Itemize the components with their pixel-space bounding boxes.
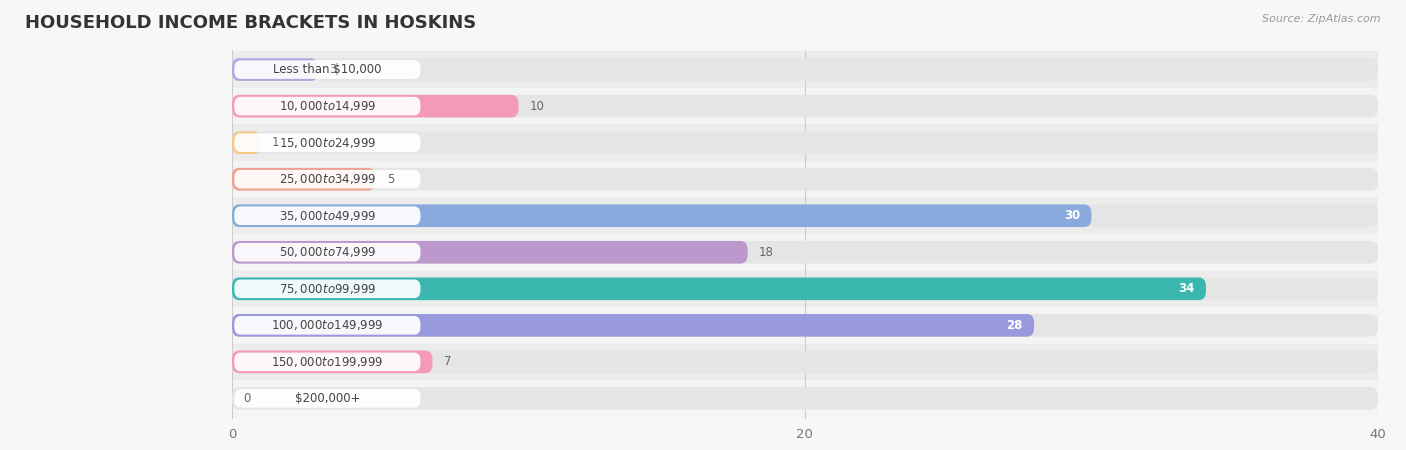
Bar: [232, 124, 1378, 161]
Text: Less than $10,000: Less than $10,000: [273, 63, 381, 76]
FancyBboxPatch shape: [232, 58, 318, 81]
Text: $25,000 to $34,999: $25,000 to $34,999: [278, 172, 377, 186]
Bar: [232, 51, 1378, 88]
Text: 10: 10: [530, 99, 544, 112]
FancyBboxPatch shape: [235, 243, 420, 261]
Text: $75,000 to $99,999: $75,000 to $99,999: [278, 282, 377, 296]
FancyBboxPatch shape: [235, 97, 420, 115]
FancyBboxPatch shape: [232, 168, 1378, 190]
Text: $15,000 to $24,999: $15,000 to $24,999: [278, 135, 377, 150]
Text: $10,000 to $14,999: $10,000 to $14,999: [278, 99, 377, 113]
Bar: [232, 380, 1378, 417]
FancyBboxPatch shape: [232, 351, 1378, 373]
Text: 28: 28: [1007, 319, 1022, 332]
FancyBboxPatch shape: [232, 387, 1378, 410]
Text: 1: 1: [273, 136, 280, 149]
Bar: [232, 198, 1378, 234]
FancyBboxPatch shape: [232, 241, 1378, 264]
Text: $150,000 to $199,999: $150,000 to $199,999: [271, 355, 384, 369]
Bar: [232, 270, 1378, 307]
FancyBboxPatch shape: [235, 279, 420, 298]
Text: 7: 7: [444, 356, 451, 369]
FancyBboxPatch shape: [232, 204, 1091, 227]
Bar: [232, 88, 1378, 124]
Bar: [232, 344, 1378, 380]
FancyBboxPatch shape: [232, 131, 1378, 154]
FancyBboxPatch shape: [232, 314, 1378, 337]
FancyBboxPatch shape: [232, 95, 519, 117]
FancyBboxPatch shape: [235, 170, 420, 189]
FancyBboxPatch shape: [232, 131, 260, 154]
FancyBboxPatch shape: [232, 351, 433, 373]
Text: 34: 34: [1178, 282, 1195, 295]
Text: 3: 3: [329, 63, 337, 76]
Text: $100,000 to $149,999: $100,000 to $149,999: [271, 318, 384, 333]
Text: HOUSEHOLD INCOME BRACKETS IN HOSKINS: HOUSEHOLD INCOME BRACKETS IN HOSKINS: [25, 14, 477, 32]
Text: 30: 30: [1064, 209, 1080, 222]
Bar: [232, 161, 1378, 198]
Text: $35,000 to $49,999: $35,000 to $49,999: [278, 209, 377, 223]
FancyBboxPatch shape: [232, 58, 1378, 81]
Text: Source: ZipAtlas.com: Source: ZipAtlas.com: [1263, 14, 1381, 23]
Text: 5: 5: [387, 173, 394, 186]
FancyBboxPatch shape: [232, 95, 1378, 117]
Bar: [232, 234, 1378, 270]
FancyBboxPatch shape: [235, 353, 420, 371]
FancyBboxPatch shape: [235, 60, 420, 79]
FancyBboxPatch shape: [232, 204, 1378, 227]
FancyBboxPatch shape: [235, 316, 420, 335]
Text: $50,000 to $74,999: $50,000 to $74,999: [278, 245, 377, 259]
FancyBboxPatch shape: [232, 278, 1378, 300]
FancyBboxPatch shape: [235, 389, 420, 408]
FancyBboxPatch shape: [235, 207, 420, 225]
Text: 0: 0: [243, 392, 250, 405]
FancyBboxPatch shape: [232, 314, 1035, 337]
FancyBboxPatch shape: [232, 278, 1206, 300]
FancyBboxPatch shape: [232, 168, 375, 190]
FancyBboxPatch shape: [232, 241, 748, 264]
Text: 18: 18: [759, 246, 773, 259]
Bar: [232, 307, 1378, 344]
Text: $200,000+: $200,000+: [295, 392, 360, 405]
FancyBboxPatch shape: [235, 133, 420, 152]
